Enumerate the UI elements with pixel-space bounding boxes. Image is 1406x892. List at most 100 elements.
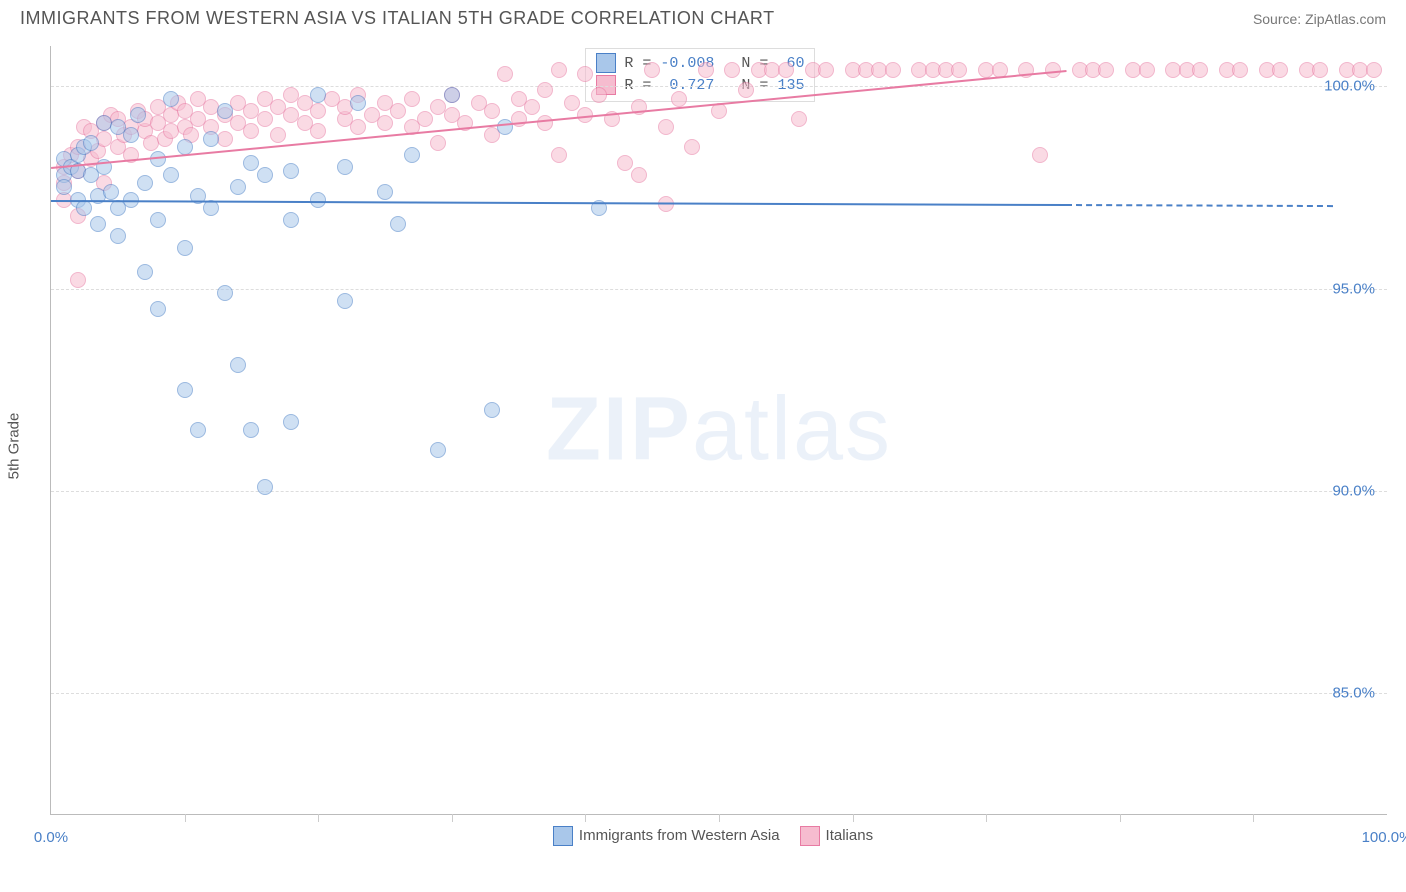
point-italians xyxy=(497,66,513,82)
point-italians xyxy=(1272,62,1288,78)
point-italians xyxy=(1032,147,1048,163)
point-western-asia xyxy=(90,216,106,232)
point-italians xyxy=(377,115,393,131)
x-tick xyxy=(452,814,453,822)
point-italians xyxy=(1232,62,1248,78)
point-western-asia xyxy=(283,163,299,179)
point-western-asia xyxy=(243,155,259,171)
watermark: ZIPatlas xyxy=(546,379,892,482)
legend-swatch xyxy=(800,826,820,846)
x-tick xyxy=(1120,814,1121,822)
point-western-asia xyxy=(217,103,233,119)
point-western-asia xyxy=(137,264,153,280)
series-legend: Immigrants from Western Asia Italians xyxy=(0,826,1406,878)
legend-label: Immigrants from Western Asia xyxy=(579,827,780,844)
point-italians xyxy=(350,119,366,135)
point-western-asia xyxy=(123,127,139,143)
point-western-asia xyxy=(350,95,366,111)
point-italians xyxy=(1098,62,1114,78)
y-tick-label: 85.0% xyxy=(1332,684,1375,701)
plot-area: ZIPatlas R = -0.008 N = 60R = 0.727 N = … xyxy=(50,46,1387,815)
point-italians xyxy=(1192,62,1208,78)
point-western-asia xyxy=(110,228,126,244)
point-italians xyxy=(70,272,86,288)
point-western-asia xyxy=(83,135,99,151)
point-italians xyxy=(577,66,593,82)
point-italians xyxy=(310,123,326,139)
point-western-asia xyxy=(257,479,273,495)
point-western-asia xyxy=(310,87,326,103)
point-western-asia xyxy=(177,382,193,398)
point-western-asia xyxy=(103,184,119,200)
point-italians xyxy=(617,155,633,171)
point-western-asia xyxy=(337,159,353,175)
x-tick xyxy=(185,814,186,822)
point-italians xyxy=(310,103,326,119)
y-tick-label: 95.0% xyxy=(1332,280,1375,297)
source-label: Source: ZipAtlas.com xyxy=(1253,11,1386,27)
x-tick xyxy=(719,814,720,822)
point-italians xyxy=(791,111,807,127)
point-western-asia xyxy=(163,167,179,183)
x-tick xyxy=(585,814,586,822)
point-western-asia xyxy=(444,87,460,103)
watermark-light: atlas xyxy=(692,380,892,480)
point-western-asia xyxy=(404,147,420,163)
point-western-asia xyxy=(230,179,246,195)
point-italians xyxy=(1366,62,1382,78)
point-italians xyxy=(257,111,273,127)
point-western-asia xyxy=(217,285,233,301)
point-western-asia xyxy=(257,167,273,183)
legend-swatch xyxy=(596,53,616,73)
x-tick xyxy=(318,814,319,822)
point-italians xyxy=(390,103,406,119)
point-italians xyxy=(430,135,446,151)
point-italians xyxy=(778,62,794,78)
point-western-asia xyxy=(56,179,72,195)
point-western-asia xyxy=(203,131,219,147)
legend-swatch xyxy=(553,826,573,846)
point-italians xyxy=(644,62,660,78)
point-western-asia xyxy=(130,107,146,123)
point-western-asia xyxy=(283,212,299,228)
legend-label: Italians xyxy=(826,827,874,844)
point-western-asia xyxy=(230,357,246,373)
point-italians xyxy=(738,82,754,98)
point-italians xyxy=(818,62,834,78)
point-italians xyxy=(564,95,580,111)
point-italians xyxy=(537,82,553,98)
x-tick xyxy=(853,814,854,822)
y-tick-label: 90.0% xyxy=(1332,482,1375,499)
point-western-asia xyxy=(150,212,166,228)
point-western-asia xyxy=(390,216,406,232)
point-western-asia xyxy=(190,422,206,438)
x-tick xyxy=(1253,814,1254,822)
gridline xyxy=(51,693,1387,694)
point-western-asia xyxy=(163,91,179,107)
point-italians xyxy=(724,62,740,78)
point-western-asia xyxy=(430,442,446,458)
point-western-asia xyxy=(150,301,166,317)
point-italians xyxy=(551,147,567,163)
y-axis-title: 5th Grade xyxy=(6,413,23,480)
gridline xyxy=(51,289,1387,290)
point-italians xyxy=(551,62,567,78)
y-tick-label: 100.0% xyxy=(1324,78,1375,95)
point-western-asia xyxy=(243,422,259,438)
point-italians xyxy=(951,62,967,78)
x-tick xyxy=(986,814,987,822)
point-western-asia xyxy=(137,175,153,191)
point-italians xyxy=(671,91,687,107)
point-western-asia xyxy=(283,414,299,430)
point-italians xyxy=(270,127,286,143)
watermark-bold: ZIP xyxy=(546,380,692,480)
point-italians xyxy=(658,119,674,135)
point-italians xyxy=(684,139,700,155)
point-western-asia xyxy=(484,402,500,418)
point-western-asia xyxy=(497,119,513,135)
point-italians xyxy=(698,62,714,78)
point-italians xyxy=(404,91,420,107)
trend-line-a-ext xyxy=(1066,204,1333,207)
point-italians xyxy=(1312,62,1328,78)
point-italians xyxy=(1139,62,1155,78)
